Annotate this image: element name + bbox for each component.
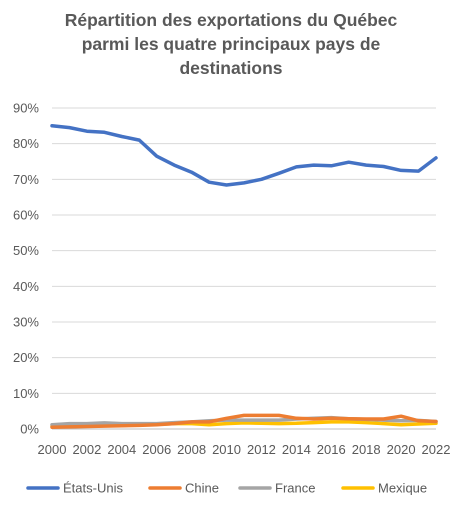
chart-title: Répartition des exportations du Québec p…: [0, 8, 462, 80]
y-tick-label: 30%: [13, 315, 39, 330]
y-tick-label: 90%: [13, 101, 39, 116]
x-tick-label: 2014: [282, 442, 311, 457]
series-line: [50, 413, 438, 429]
x-tick-label: 2008: [177, 442, 206, 457]
x-tick-label: 2016: [317, 442, 346, 457]
legend-label: Chine: [185, 481, 219, 496]
y-tick-label: 60%: [13, 208, 39, 223]
legend-label: Mexique: [378, 481, 427, 496]
chart-title-line-1: Répartition des exportations du Québec: [64, 10, 398, 30]
x-tick-label: 2000: [38, 442, 67, 457]
legend-label: France: [275, 481, 315, 496]
y-tick-label: 50%: [13, 243, 39, 258]
x-tick-label: 2004: [107, 442, 136, 457]
x-tick-label: 2020: [387, 442, 416, 457]
legend-label: États-Unis: [63, 481, 123, 496]
y-tick-label: 0%: [20, 422, 39, 437]
y-tick-label: 10%: [13, 386, 39, 401]
chart-title-line-3: destinations: [179, 58, 283, 78]
chart-title-line-2: parmi les quatre principaux pays de: [81, 34, 381, 54]
y-tick-label: 20%: [13, 350, 39, 365]
y-tick-label: 70%: [13, 172, 39, 187]
y-tick-label: 40%: [13, 279, 39, 294]
x-tick-label: 2012: [247, 442, 276, 457]
x-tick-label: 2018: [352, 442, 381, 457]
y-tick-label: 80%: [13, 136, 39, 151]
x-tick-label: 2022: [422, 442, 451, 457]
x-tick-label: 2002: [72, 442, 101, 457]
x-tick-label: 2010: [212, 442, 241, 457]
series-line: [50, 124, 438, 187]
x-tick-label: 2006: [142, 442, 171, 457]
